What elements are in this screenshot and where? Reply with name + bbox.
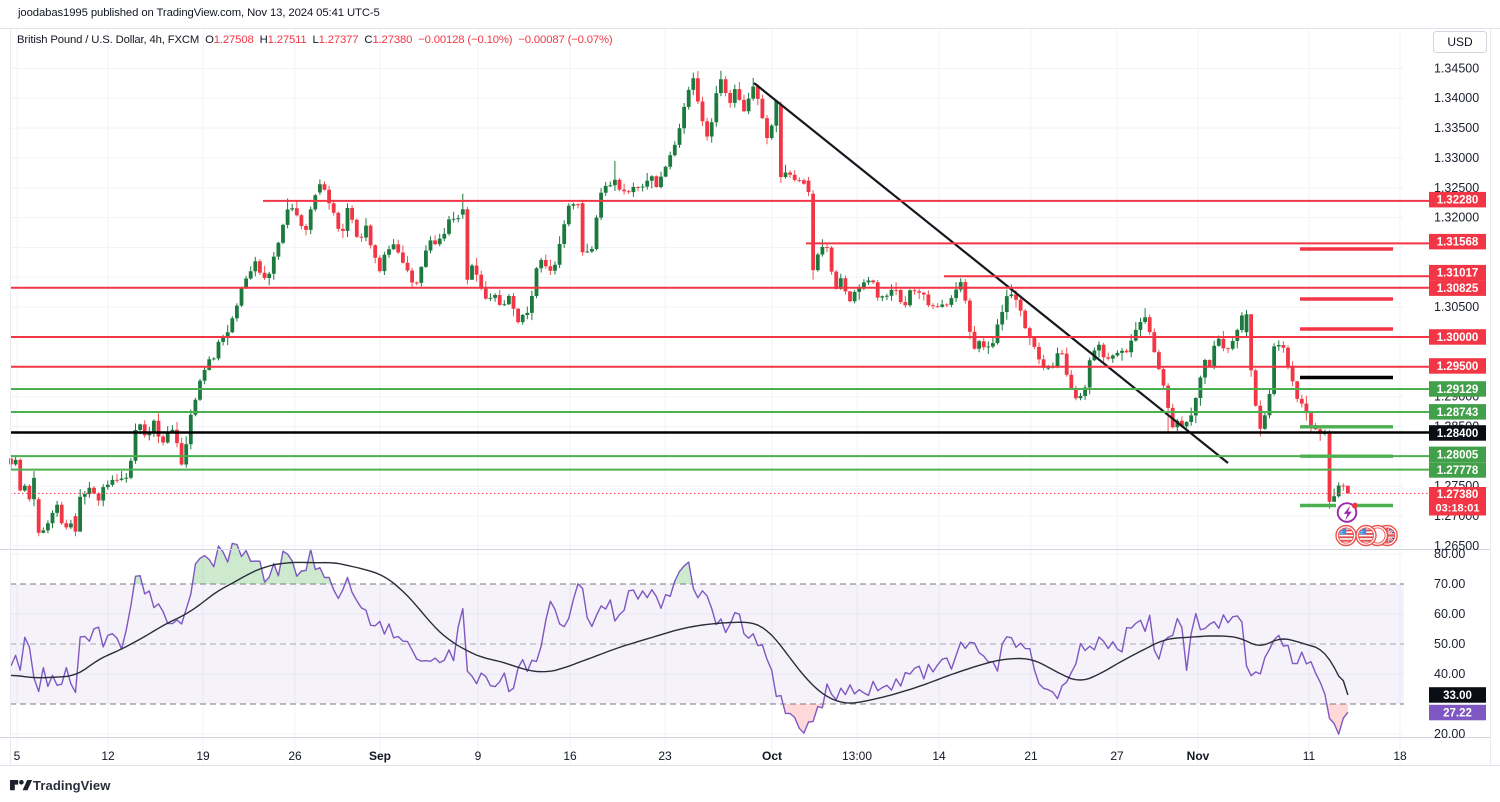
svg-text:1.28005: 1.28005	[1437, 449, 1479, 461]
svg-text:1.33500: 1.33500	[1434, 121, 1479, 135]
svg-text:1.34000: 1.34000	[1434, 91, 1479, 105]
svg-text:27.22: 27.22	[1443, 708, 1472, 720]
svg-text:1.32500: 1.32500	[1434, 181, 1479, 195]
svg-text:1.28400: 1.28400	[1437, 428, 1479, 440]
svg-text:40.00: 40.00	[1434, 667, 1465, 681]
svg-text:1.31568: 1.31568	[1437, 237, 1479, 249]
svg-text:60.00: 60.00	[1434, 607, 1465, 621]
svg-text:11: 11	[1303, 749, 1316, 763]
svg-text:27: 27	[1110, 749, 1124, 763]
svg-text:1.32000: 1.32000	[1434, 211, 1479, 225]
svg-text:5: 5	[14, 749, 21, 763]
svg-text:1.31017: 1.31017	[1437, 268, 1479, 280]
svg-text:1.29129: 1.29129	[1437, 384, 1479, 396]
svg-text:1.30000: 1.30000	[1437, 332, 1479, 344]
svg-text:1.33000: 1.33000	[1434, 151, 1479, 165]
svg-text:Sep: Sep	[369, 749, 391, 763]
svg-text:18: 18	[1393, 749, 1407, 763]
svg-text:26: 26	[288, 749, 302, 763]
svg-text:1.27778: 1.27778	[1437, 465, 1479, 477]
svg-text:14: 14	[932, 749, 946, 763]
svg-text:TradingView: TradingView	[33, 778, 111, 793]
svg-text:80.00: 80.00	[1434, 547, 1465, 561]
svg-text:33.00: 33.00	[1443, 690, 1472, 702]
svg-text:1.28743: 1.28743	[1437, 407, 1479, 419]
svg-text:13:00: 13:00	[842, 749, 872, 763]
svg-text:12: 12	[101, 749, 115, 763]
svg-text:1.30825: 1.30825	[1437, 283, 1479, 295]
svg-text:Nov: Nov	[1187, 749, 1210, 763]
svg-text:1.30500: 1.30500	[1434, 300, 1479, 314]
svg-text:20.00: 20.00	[1434, 727, 1465, 741]
svg-text:23: 23	[658, 749, 672, 763]
svg-text:9: 9	[475, 749, 482, 763]
svg-text:19: 19	[196, 749, 210, 763]
svg-text:03:18:01: 03:18:01	[1435, 503, 1479, 515]
svg-text:1.26500: 1.26500	[1434, 539, 1479, 553]
svg-text:1.32280: 1.32280	[1437, 195, 1479, 207]
svg-text:16: 16	[563, 749, 577, 763]
svg-text:1.27380: 1.27380	[1437, 489, 1479, 501]
svg-text:Oct: Oct	[762, 749, 782, 763]
svg-text:1.34500: 1.34500	[1434, 61, 1479, 75]
svg-text:1.29500: 1.29500	[1437, 361, 1479, 373]
svg-text:50.00: 50.00	[1434, 637, 1465, 651]
svg-text:70.00: 70.00	[1434, 577, 1465, 591]
svg-text:USD: USD	[1447, 35, 1473, 49]
svg-text:21: 21	[1024, 749, 1038, 763]
